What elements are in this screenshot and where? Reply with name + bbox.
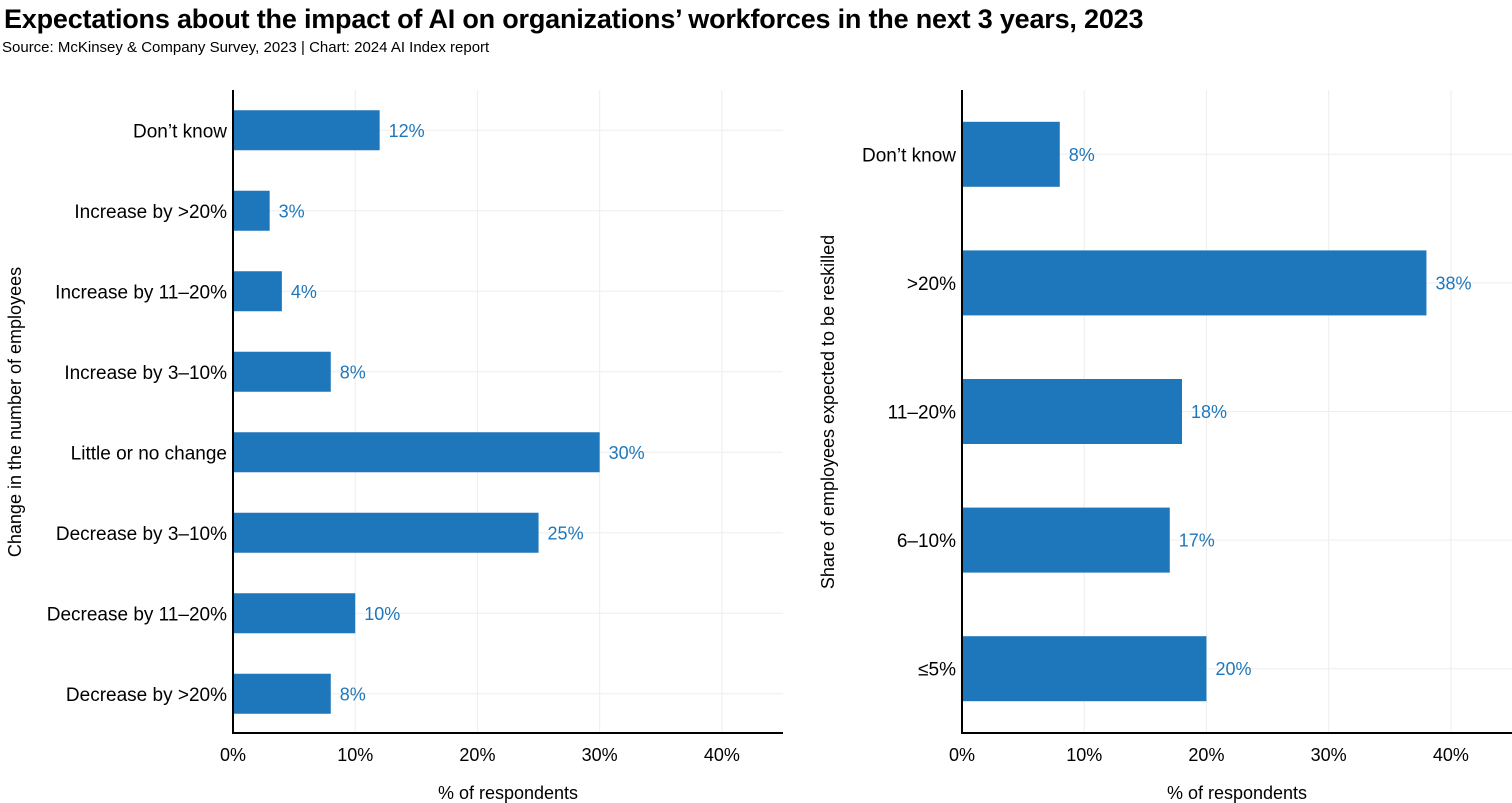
gridlines	[232, 90, 783, 733]
bar	[962, 507, 1170, 573]
x-tick-label: 20%	[459, 745, 495, 765]
data-label: 4%	[291, 282, 317, 302]
chart-title: Expectations about the impact of AI on o…	[4, 4, 1144, 34]
category-label: Decrease by 3–10%	[56, 524, 227, 545]
category-label: Don’t know	[133, 121, 227, 142]
chart-panel-2: 8% 38% 18% 17% 20% Don’t know >20% 11–20% 6–10% ≤…	[818, 90, 1512, 803]
x-tick-label: 30%	[1311, 745, 1347, 765]
bar	[233, 432, 600, 473]
bar	[233, 190, 270, 231]
bar	[233, 110, 380, 151]
data-label: 8%	[340, 362, 366, 382]
x-tick-label: 40%	[704, 745, 740, 765]
data-label: 30%	[609, 443, 645, 463]
category-label: Little or no change	[71, 443, 227, 464]
category-label: Don’t know	[862, 145, 956, 166]
category-label: 6–10%	[897, 531, 956, 552]
x-tick-label: 0%	[220, 745, 246, 765]
category-label: Decrease by >20%	[66, 685, 227, 706]
category-label: Increase by 11–20%	[55, 282, 227, 303]
data-label: 12%	[389, 121, 425, 141]
bar	[233, 593, 356, 634]
bar	[962, 636, 1207, 702]
data-label: 25%	[548, 523, 584, 543]
y-axis-title: Share of employees expected to be reskil…	[818, 235, 838, 589]
category-label: Increase by 3–10%	[64, 363, 227, 384]
x-tick-label: 40%	[1433, 745, 1469, 765]
data-label: 10%	[364, 604, 400, 624]
category-label: Decrease by 11–20%	[47, 604, 227, 625]
data-label: 8%	[1069, 145, 1095, 165]
x-axis-title: % of respondents	[1167, 783, 1307, 803]
bar	[962, 250, 1427, 316]
category-label: ≤5%	[918, 660, 956, 681]
bar	[233, 512, 539, 553]
bar	[233, 351, 331, 392]
x-tick-label: 0%	[949, 745, 975, 765]
bar	[233, 673, 331, 714]
bar	[233, 271, 282, 312]
data-label: 18%	[1191, 402, 1227, 422]
chart-panel-1: 12% 3% 4% 8% 30% 25% 10% 8% Don’t know Increase b…	[5, 90, 783, 803]
x-tick-label: 20%	[1188, 745, 1224, 765]
x-tick-label: 10%	[1066, 745, 1102, 765]
data-label: 17%	[1179, 531, 1215, 551]
data-label: 20%	[1215, 659, 1251, 679]
chart-subtitle: Source: McKinsey & Company Survey, 2023 …	[2, 39, 490, 56]
x-axis-title: % of respondents	[438, 783, 578, 803]
category-label: 11–20%	[888, 403, 956, 424]
y-axis-title: Change in the number of employees	[5, 267, 25, 557]
x-tick-label: 10%	[337, 745, 373, 765]
data-label: 8%	[340, 684, 366, 704]
data-label: 3%	[279, 201, 305, 221]
x-tick-label: 30%	[582, 745, 618, 765]
category-label: >20%	[907, 274, 956, 295]
bar	[962, 379, 1182, 444]
bar	[962, 121, 1060, 187]
category-label: Increase by >20%	[74, 202, 227, 223]
data-label: 38%	[1435, 273, 1471, 293]
